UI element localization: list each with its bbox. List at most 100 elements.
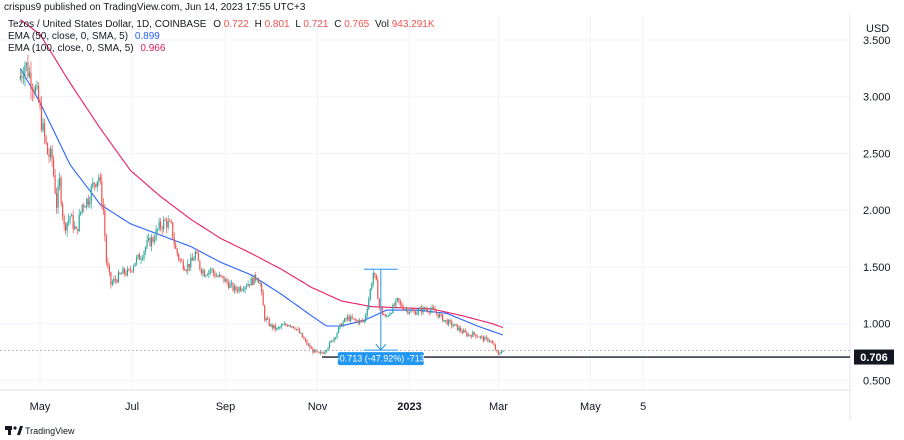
candle-body bbox=[482, 336, 484, 341]
candle-body bbox=[184, 268, 186, 271]
candle-body bbox=[250, 278, 252, 286]
candle-body bbox=[463, 330, 465, 333]
candle-body bbox=[238, 287, 240, 292]
candle-body bbox=[484, 337, 486, 341]
candle-body bbox=[104, 210, 106, 237]
candle-body bbox=[282, 324, 284, 326]
candle-body bbox=[294, 328, 296, 330]
candle-body bbox=[63, 215, 65, 225]
candle-body bbox=[220, 274, 222, 276]
candle-body bbox=[214, 272, 216, 277]
candle-body bbox=[347, 316, 349, 320]
candle-body bbox=[333, 337, 335, 342]
price-tick-label: 2.500 bbox=[863, 148, 891, 160]
candle-body bbox=[72, 215, 74, 229]
candle-body bbox=[454, 324, 456, 326]
candle-body bbox=[461, 331, 463, 333]
candle-body bbox=[292, 326, 294, 329]
candle-body bbox=[259, 283, 261, 285]
measure-tool[interactable]: -0.713 (-47.92%) -713 bbox=[337, 268, 425, 366]
price-tick-label: 0.500 bbox=[863, 375, 891, 387]
candle-body bbox=[348, 316, 350, 321]
candle-body bbox=[288, 325, 290, 327]
legend-ema100-row[interactable]: EMA (100, close, 0, SMA, 5) 0.966 bbox=[8, 43, 166, 54]
candle-body bbox=[443, 320, 445, 322]
candle-body bbox=[330, 340, 332, 343]
candle-body bbox=[327, 347, 329, 351]
candle-body bbox=[420, 307, 423, 313]
candle-body bbox=[325, 350, 328, 352]
candle-body bbox=[199, 260, 201, 270]
candle-body bbox=[31, 88, 34, 91]
candle-body bbox=[36, 85, 38, 88]
candlestick-series bbox=[19, 54, 504, 356]
candle-body bbox=[315, 349, 317, 352]
candle-body bbox=[488, 340, 490, 342]
candle-body bbox=[178, 254, 180, 260]
candle-body bbox=[268, 319, 270, 326]
candle-body bbox=[157, 229, 159, 230]
candle-body bbox=[98, 177, 100, 182]
candle-body bbox=[84, 206, 86, 208]
candle-body bbox=[300, 332, 302, 334]
candle-body bbox=[110, 272, 112, 285]
candle-body bbox=[469, 334, 471, 336]
candle-body bbox=[350, 316, 352, 321]
candle-body bbox=[365, 315, 367, 322]
candle-body bbox=[267, 318, 269, 320]
candle-body bbox=[202, 270, 204, 273]
candle-body bbox=[196, 251, 198, 254]
candle-body bbox=[170, 221, 172, 223]
candle-body bbox=[422, 307, 424, 313]
candle-body bbox=[182, 261, 184, 269]
candle-body bbox=[224, 279, 227, 282]
candle-body bbox=[154, 239, 156, 242]
candle-body bbox=[205, 275, 207, 277]
candle-body bbox=[277, 327, 279, 329]
candle-body bbox=[478, 336, 480, 338]
candle-body bbox=[242, 289, 245, 291]
candle-body bbox=[111, 282, 113, 285]
candle-body bbox=[339, 323, 341, 328]
candle-body bbox=[249, 283, 251, 286]
measure-arrow-icon bbox=[375, 343, 387, 351]
candle-body bbox=[108, 266, 110, 273]
candle-body bbox=[485, 337, 487, 339]
candle-body bbox=[172, 222, 174, 238]
candle-body bbox=[449, 320, 451, 322]
candle-body bbox=[147, 237, 150, 240]
candle-body bbox=[319, 352, 322, 354]
candle-body bbox=[105, 236, 107, 263]
legend-l-value: 0.721 bbox=[303, 19, 328, 30]
candle-body bbox=[393, 304, 395, 306]
time-tick-label: Sep bbox=[216, 401, 236, 413]
legend-vol-label: Vol bbox=[375, 19, 389, 30]
candle-body bbox=[125, 273, 127, 276]
candle-body bbox=[383, 313, 385, 316]
candle-body bbox=[357, 320, 359, 324]
candle-body bbox=[37, 85, 40, 102]
currency-label: USD bbox=[866, 23, 889, 35]
candle-body bbox=[81, 204, 83, 212]
candle-body bbox=[45, 136, 47, 143]
candle-body bbox=[328, 342, 331, 348]
candle-body bbox=[107, 262, 109, 267]
candle-body bbox=[160, 221, 162, 228]
candle-body bbox=[476, 336, 478, 338]
candle-body bbox=[143, 251, 145, 258]
legend-ema50-row[interactable]: EMA (50, close, 0, SMA, 5) 0.899 bbox=[8, 31, 160, 42]
candle-body bbox=[414, 311, 417, 315]
candle-body bbox=[354, 318, 356, 321]
candle-body bbox=[451, 321, 453, 326]
candle-body bbox=[458, 327, 460, 331]
time-tick-label: May bbox=[580, 401, 601, 413]
candle-body bbox=[264, 305, 266, 321]
candle-body bbox=[193, 259, 195, 261]
candle-body bbox=[217, 276, 219, 278]
candle-body bbox=[298, 329, 300, 334]
candle-body bbox=[239, 287, 242, 291]
candle-body bbox=[285, 323, 287, 325]
logo-mark-dot-icon bbox=[13, 426, 17, 430]
